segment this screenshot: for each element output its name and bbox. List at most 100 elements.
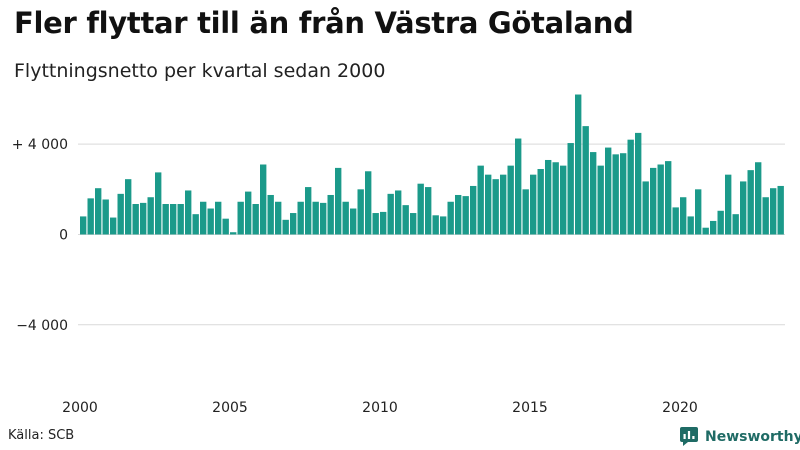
bar: [342, 201, 349, 235]
bar: [132, 204, 139, 235]
bar: [245, 191, 252, 235]
bar: [597, 165, 604, 235]
bar: [687, 216, 694, 235]
x-tick-label: 2015: [512, 400, 548, 416]
bar: [177, 204, 184, 235]
bar: [537, 169, 544, 235]
bar: [162, 204, 169, 235]
bar: [387, 193, 394, 235]
bar: [110, 217, 117, 235]
bar: [590, 152, 597, 235]
bar: [260, 164, 267, 235]
bar: [725, 174, 732, 235]
bar: [102, 199, 109, 235]
bar: [642, 181, 649, 235]
bar: [740, 181, 747, 235]
bar: [350, 208, 357, 235]
bar: [372, 213, 379, 235]
bar: [410, 213, 417, 235]
bar: [770, 188, 777, 235]
bar: [470, 185, 477, 235]
bar: [605, 147, 612, 235]
bar: [200, 201, 207, 235]
bar: [747, 170, 754, 235]
bar: [222, 218, 229, 235]
bar: [252, 204, 259, 235]
x-tick-label: 2010: [362, 400, 398, 416]
bar: [395, 190, 402, 235]
bar: [567, 143, 574, 235]
bar: [665, 161, 672, 235]
bar: [500, 174, 507, 235]
bar: [762, 197, 769, 235]
bar: [365, 171, 372, 235]
bar: [672, 207, 679, 235]
x-tick-label: 2020: [662, 400, 698, 416]
bar: [732, 214, 739, 235]
bar: [327, 194, 334, 235]
bar: [170, 204, 177, 235]
bar: [275, 201, 282, 235]
source-note: Källa: SCB: [8, 428, 75, 443]
bar: [192, 214, 199, 235]
bar: [582, 126, 589, 235]
bar: [545, 159, 552, 235]
bar: [402, 205, 409, 235]
bar: [417, 183, 424, 235]
y-tick-label: + 4 000: [12, 137, 68, 153]
brand-label: Newsworthy: [705, 429, 800, 445]
bar: [305, 187, 312, 235]
bar: [335, 167, 342, 235]
bar: [140, 202, 147, 235]
bar: [515, 138, 522, 235]
bar: [530, 174, 537, 235]
bar: [695, 189, 702, 235]
bar: [282, 219, 289, 235]
bar: [267, 194, 274, 235]
bar: [507, 165, 514, 235]
bar: [215, 201, 222, 235]
bar: [717, 210, 724, 235]
y-tick-label: 0: [59, 227, 68, 243]
bar: [755, 162, 762, 235]
bar: [357, 189, 364, 235]
bar: [522, 189, 529, 235]
x-tick-label: 2005: [212, 400, 248, 416]
bar-chart: + 4 000 0 −4 000 2000 2005 2010 2015 2020: [12, 94, 785, 416]
bar: [425, 187, 432, 235]
bar: [147, 197, 154, 235]
x-tick-label: 2000: [62, 400, 98, 416]
bar: [297, 201, 304, 235]
bar: [777, 185, 784, 235]
bar: [612, 154, 619, 235]
bar: [155, 172, 162, 235]
brand-logo: Newsworthy: [680, 427, 800, 447]
bar: [635, 132, 642, 235]
bar: [462, 196, 469, 235]
bar: [80, 216, 87, 235]
bar: [207, 208, 214, 235]
bar: [657, 164, 664, 235]
bar: [87, 198, 94, 235]
bar: [95, 188, 102, 235]
bar: [575, 94, 582, 235]
bar: [485, 174, 492, 235]
bar: [552, 162, 559, 235]
bar: [230, 232, 237, 235]
bar: [125, 179, 132, 235]
bar: [312, 201, 319, 235]
bar: [320, 202, 327, 235]
bar: [680, 197, 687, 235]
bar: [627, 139, 634, 235]
bar: [477, 165, 484, 235]
bar: [117, 193, 124, 235]
bar: [560, 165, 567, 235]
chart-title: Fler flyttar till än från Västra Götalan…: [14, 6, 634, 40]
bar: [380, 211, 387, 235]
bar: [432, 215, 439, 235]
bar: [237, 201, 244, 235]
bar: [650, 167, 657, 235]
bar: [455, 194, 462, 235]
y-tick-label: −4 000: [16, 318, 68, 334]
chart-subtitle: Flyttningsnetto per kvartal sedan 2000: [14, 60, 386, 82]
